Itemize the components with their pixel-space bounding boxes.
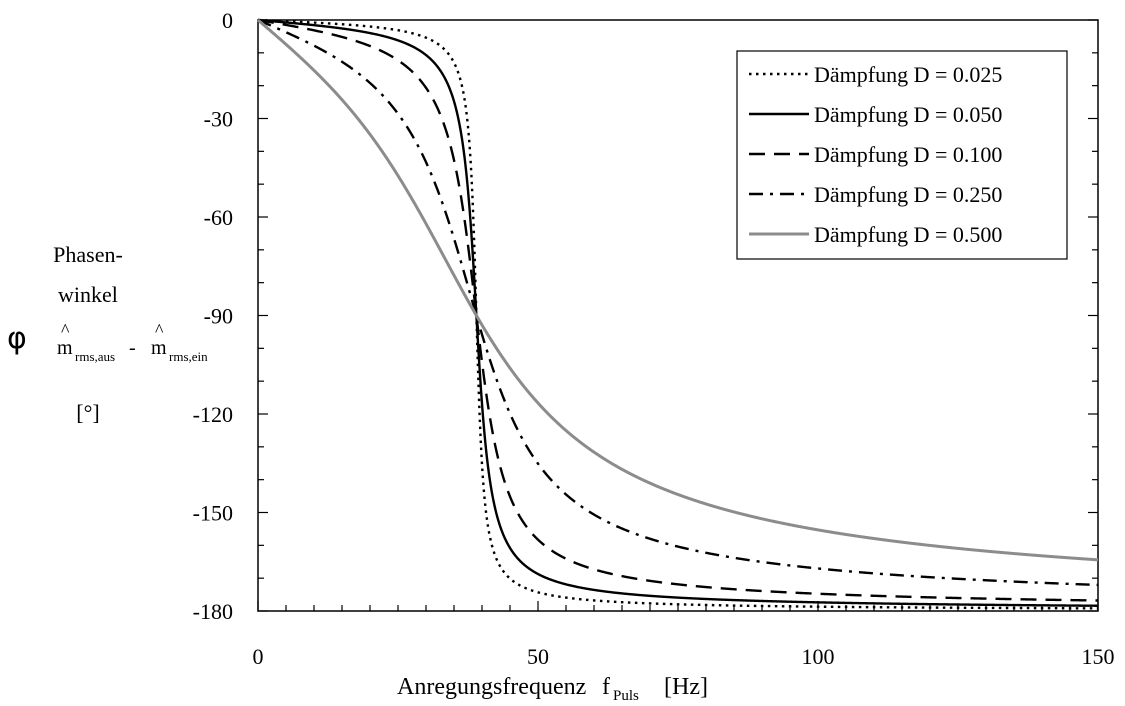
x-axis-label-main: Anregungsfrequenz xyxy=(397,674,586,700)
x-tick-label: 100 xyxy=(802,644,835,669)
legend: Dämpfung D = 0.025 Dämpfung D = 0.050 Dämp… xyxy=(736,50,1068,260)
y-axis-label-subscript: ^ m rms,aus - ^ m rms,ein xyxy=(57,320,208,364)
hat-a: ^ xyxy=(61,320,70,340)
y-sub-sep: - xyxy=(124,337,141,359)
y-axis-label: Phasen- winkel φ ^ m rms,aus - ^ m rms,e… xyxy=(7,242,208,425)
hat-b: ^ xyxy=(155,320,164,340)
series-line-4 xyxy=(257,18,1099,587)
y-tick-label: -60 xyxy=(204,205,233,230)
legend-label-2: Dämpfung D = 0.050 xyxy=(814,102,1002,127)
x-tick-label: 50 xyxy=(527,644,549,669)
y-axis-label-line1: Phasen- xyxy=(53,242,123,267)
legend-box xyxy=(736,50,1068,260)
legend-label-4: Dämpfung D = 0.250 xyxy=(814,182,1002,207)
y-axis-label-symbol: φ xyxy=(7,321,27,356)
series-line-5 xyxy=(257,18,1099,562)
x-axis-label-subscript: Puls xyxy=(613,688,639,704)
x-axis-label: Anregungsfrequenz f Puls [Hz] xyxy=(397,674,708,704)
x-tick-label: 150 xyxy=(1082,644,1115,669)
series-group xyxy=(257,18,1099,610)
y-tick-label: 0 xyxy=(222,8,233,33)
y-tick-label: -120 xyxy=(193,402,233,427)
y-tick-label: -90 xyxy=(204,304,233,329)
series-line-2 xyxy=(257,18,1099,607)
legend-label-3: Dämpfung D = 0.100 xyxy=(814,142,1002,167)
legend-label-1: Dämpfung D = 0.025 xyxy=(814,62,1002,87)
x-tick-label: 0 xyxy=(253,644,264,669)
y-axis-label-line2: winkel xyxy=(58,282,118,307)
y-sub-a-index: rms,aus xyxy=(75,349,115,364)
y-tick-label: -180 xyxy=(193,599,233,624)
y-axis-unit: [°] xyxy=(76,400,99,425)
x-axis-label-symbol: f xyxy=(602,674,610,700)
legend-label-5: Dämpfung D = 0.500 xyxy=(814,222,1002,247)
y-sub-a: m xyxy=(57,337,73,359)
y-sub-b-index: rms,ein xyxy=(169,349,208,364)
y-sub-b: m xyxy=(151,337,167,359)
y-tick-label: -30 xyxy=(204,107,233,132)
series-line-3 xyxy=(257,18,1099,602)
y-tick-label: -150 xyxy=(193,501,233,526)
series-line-1 xyxy=(257,18,1098,610)
x-axis-label-unit: [Hz] xyxy=(664,674,708,700)
